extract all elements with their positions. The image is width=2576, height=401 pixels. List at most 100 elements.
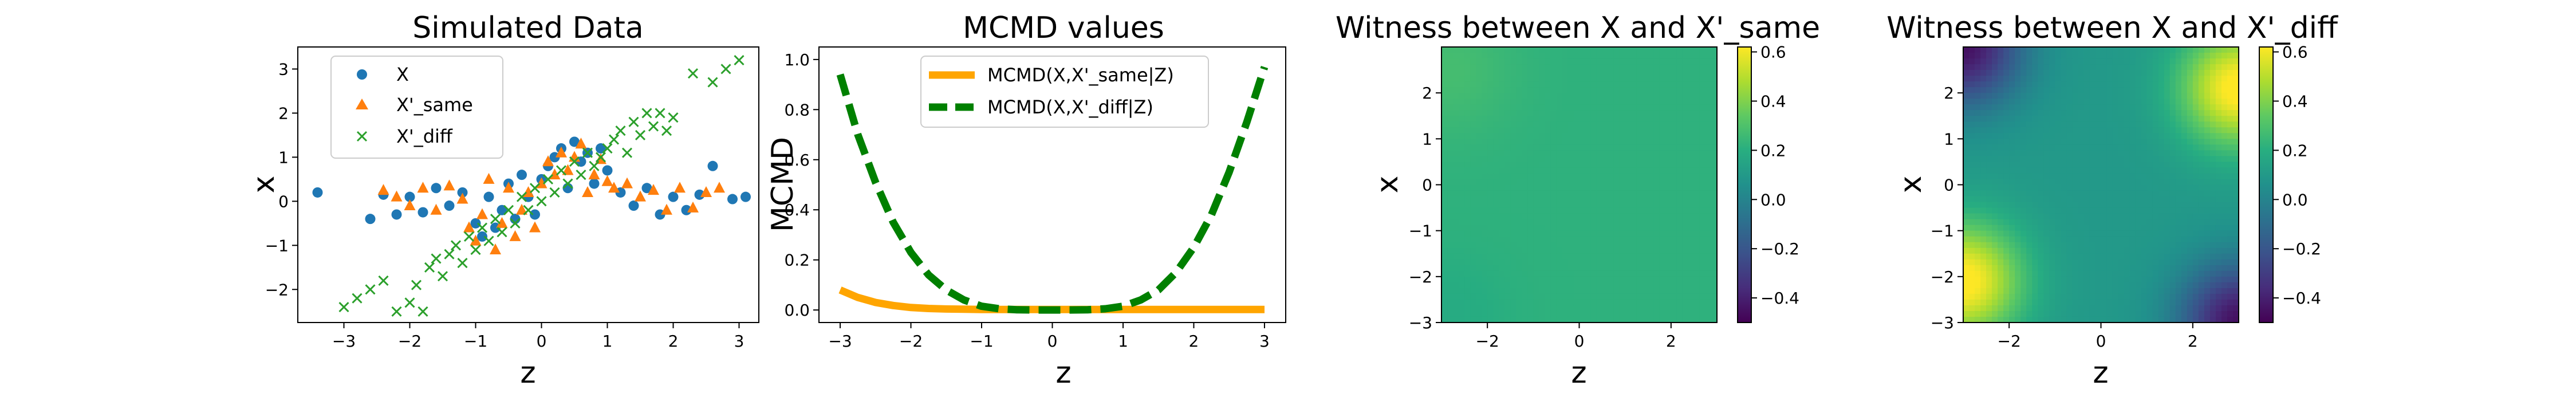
heatmap-cell [2043,110,2050,116]
heatmap-cell [2181,230,2188,237]
heatmap-cell [2135,225,2142,231]
heatmap-cell [2083,162,2090,168]
heatmap-cell [1567,167,1574,174]
heatmap-cell [1539,276,1545,283]
heatmap-cell [2175,219,2182,226]
heatmap-cell [1630,64,1637,70]
scatter-point-x-same [575,137,587,149]
heatmap-cell [2083,207,2090,214]
heatmap-cell [2146,293,2153,300]
heatmap-cell [1556,179,1563,186]
scatter-point-x-diff [569,156,580,167]
heatmap-cell [1998,156,2004,163]
scatter-point-x-diff [655,108,665,119]
heatmap-cell [1527,133,1534,139]
heatmap-cell [2101,202,2108,209]
heatmap-cell [2135,270,2142,277]
heatmap-cell [1693,230,1700,237]
heatmap-cell [2101,64,2108,70]
heatmap-cell [2038,225,2044,231]
heatmap-cell [1659,196,1666,203]
heatmap-cell [2095,310,2102,317]
heatmap-cell [2009,305,2015,312]
scatter-point-x [668,191,679,202]
heatmap-cell [1573,247,1580,254]
heatmap-cell [2192,139,2199,145]
heatmap-cell [1676,242,1683,249]
heatmap-cell [1516,207,1522,214]
heatmap-cell [1487,265,1494,272]
heatmap-cell [1596,265,1603,272]
heatmap-cell [1992,225,1998,231]
heatmap-cell [2198,104,2205,111]
heatmap-cell [1579,81,1586,88]
heatmap-cell [1493,293,1499,300]
heatmap-cell [2192,121,2199,128]
heatmap-cell [1482,70,1488,76]
heatmap-cell [2003,70,2010,76]
heatmap-cell [2221,196,2228,203]
heatmap-cell [2003,173,2010,180]
heatmap-cell [1453,213,1459,220]
heatmap-cell [1619,81,1626,88]
heatmap-cell [1693,207,1700,214]
heatmap-cell [1459,207,1465,214]
heatmap-cell [1573,162,1580,168]
heatmap-cell [1705,104,1712,111]
scatter-point-x-diff [476,222,488,233]
heatmap-cell [2083,265,2090,272]
heatmap-cell [1636,156,1643,163]
heatmap-cell [2204,58,2211,65]
heatmap-cell [1447,242,1454,249]
heatmap-cell [1482,127,1488,133]
heatmap-cell [2192,202,2199,209]
heatmap-cell [1579,202,1586,209]
heatmap-cell [2124,162,2130,168]
heatmap-cell [2158,133,2165,139]
heatmap-cell [1585,230,1592,237]
heatmap-cell [1648,76,1655,82]
heatmap-cell [1550,247,1557,254]
heatmap-cell [1453,70,1459,76]
heatmap-cell [2066,207,2073,214]
heatmap-cell [2089,242,2096,249]
heatmap-cell [2152,173,2159,180]
heatmap-cell [1975,207,1981,214]
scatter-point-x-same [648,184,659,195]
heatmap-cell [2215,87,2222,93]
heatmap-cell [2055,133,2061,139]
heatmap-cell [1659,139,1666,145]
heatmap-cell [2232,270,2239,277]
heatmap-cell [1516,242,1522,249]
heatmap-cell [1608,242,1614,249]
heatmap-cell [1980,47,1987,53]
colorbar-tick-label: 0.0 [2282,190,2308,209]
heatmap-cell [1992,70,1998,76]
heatmap-cell [1499,139,1505,145]
heatmap-cell [1596,133,1603,139]
heatmap-cell [1562,288,1569,294]
heatmap-cell [1487,293,1494,300]
heatmap-cell [2152,156,2159,163]
heatmap-cell [2135,58,2142,65]
heatmap-cell [1550,316,1557,323]
heatmap-cell [1986,127,1992,133]
heatmap-cell [1642,93,1649,99]
heatmap-cell [2055,265,2061,272]
heatmap-cell [1608,270,1614,277]
heatmap-cell [1441,139,1448,145]
heatmap-cell [2015,110,2021,116]
heatmap-cell [1648,236,1655,243]
heatmap-cell [1969,299,1975,306]
heatmap-cell [1447,47,1454,53]
heatmap-cell [2083,276,2090,283]
heatmap-cell [2095,133,2102,139]
heatmap-cell [1992,116,1998,122]
heatmap-cell [2072,173,2079,180]
heatmap-cell [1986,162,1992,168]
heatmap-cell [1533,299,1539,306]
heatmap-cell [1693,196,1700,203]
heatmap-cell [2078,276,2085,283]
heatmap-cell [1636,282,1643,289]
heatmap-cell [2169,139,2176,145]
